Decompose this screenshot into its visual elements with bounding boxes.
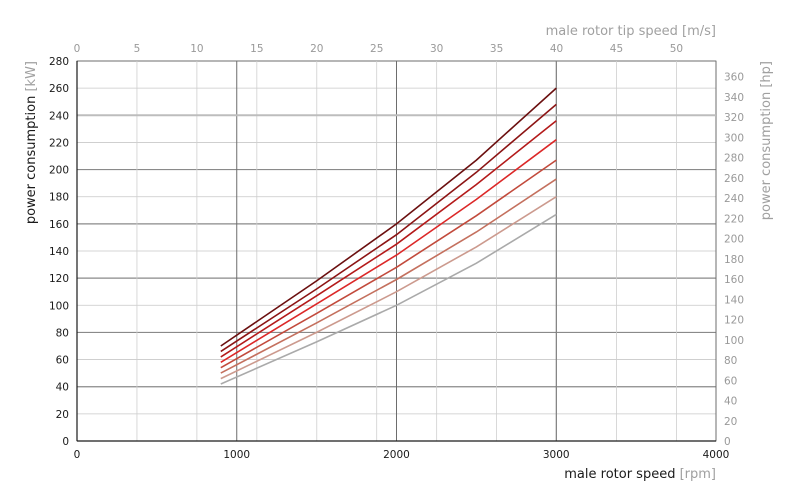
top-axis-title: male rotor tip speed [m/s] xyxy=(546,24,716,39)
y-tick-label: 0 xyxy=(62,436,69,448)
y2-tick-label: 320 xyxy=(724,112,744,124)
y-tick-label: 260 xyxy=(49,83,69,95)
series-line-6 xyxy=(220,178,557,374)
y2-tick-label: 180 xyxy=(724,254,744,266)
y2-tick-label: 40 xyxy=(724,396,737,408)
grid xyxy=(76,60,717,442)
x-tick-label: 4000 xyxy=(703,449,730,461)
bottom-axis-label: male rotor speed xyxy=(564,467,675,482)
y2-tick-label: 260 xyxy=(724,173,744,185)
x2-tick-label: 5 xyxy=(134,43,141,55)
y2-tick-label: 200 xyxy=(724,234,744,246)
x-tick-label: 2000 xyxy=(383,449,410,461)
y-tick-label: 180 xyxy=(49,192,69,204)
y-tick-label: 220 xyxy=(49,137,69,149)
y-tick-label: 60 xyxy=(56,355,69,367)
y-tick-label: 20 xyxy=(56,409,69,421)
right-axis-label: power consumption xyxy=(759,92,774,220)
y-tick-label: 140 xyxy=(49,246,69,258)
y2-tick-label: 160 xyxy=(724,274,744,286)
series-line-4 xyxy=(220,139,557,363)
right-axis-unit: [hp] xyxy=(759,61,774,88)
y-tick-label: 40 xyxy=(56,382,69,394)
axes xyxy=(76,61,716,442)
y2-tick-label: 300 xyxy=(724,132,744,144)
x2-tick-label: 25 xyxy=(370,43,383,55)
right-axis-title: power consumption [hp] xyxy=(759,61,774,220)
series-line-1 xyxy=(220,87,557,347)
series-line-7 xyxy=(220,196,557,380)
left-axis-unit: [kW] xyxy=(24,61,39,92)
series-lines xyxy=(220,87,557,385)
y2-tick-label: 240 xyxy=(724,193,744,205)
x2-tick-label: 35 xyxy=(490,43,503,55)
bottom-axis-unit: [rpm] xyxy=(680,467,716,482)
series-line-3 xyxy=(220,120,557,358)
x2-tick-label: 30 xyxy=(430,43,443,55)
x2-tick-label: 50 xyxy=(670,43,683,55)
left-axis-label: power consumption xyxy=(24,96,39,224)
y2-tick-label: 340 xyxy=(724,92,744,104)
y2-tick-label: 80 xyxy=(724,355,737,367)
y2-tick-label: 140 xyxy=(724,294,744,306)
x-tick-label: 0 xyxy=(74,449,81,461)
y2-tick-label: 280 xyxy=(724,153,744,165)
x-tick-label: 3000 xyxy=(543,449,570,461)
x2-tick-label: 15 xyxy=(250,43,263,55)
x2-tick-label: 45 xyxy=(610,43,623,55)
series-line-8 xyxy=(220,213,557,385)
y-tick-label: 240 xyxy=(49,110,69,122)
y-tick-label: 160 xyxy=(49,219,69,231)
y-tick-label: 280 xyxy=(49,56,69,68)
y2-tick-label: 120 xyxy=(724,315,744,327)
y-tick-label: 80 xyxy=(56,327,69,339)
x2-tick-label: 40 xyxy=(550,43,563,55)
top-axis-unit: [m/s] xyxy=(682,24,716,39)
bottom-axis-title: male rotor speed [rpm] xyxy=(564,467,716,482)
y-tick-label: 200 xyxy=(49,165,69,177)
y-tick-label: 100 xyxy=(49,300,69,312)
series-line-5 xyxy=(220,159,557,369)
y-tick-label: 120 xyxy=(49,273,69,285)
y2-tick-label: 360 xyxy=(724,72,744,84)
y2-tick-label: 220 xyxy=(724,213,744,225)
x2-tick-label: 10 xyxy=(190,43,203,55)
y2-tick-label: 60 xyxy=(724,375,737,387)
x2-tick-label: 0 xyxy=(74,43,81,55)
left-axis-title: power consumption [kW] xyxy=(24,61,39,224)
y2-tick-label: 20 xyxy=(724,416,737,428)
x2-tick-label: 20 xyxy=(310,43,323,55)
x-tick-label: 1000 xyxy=(223,449,250,461)
y2-tick-label: 100 xyxy=(724,335,744,347)
series-line-2 xyxy=(220,103,557,353)
y2-tick-label: 0 xyxy=(724,436,731,448)
top-axis-label: male rotor tip speed xyxy=(546,24,678,39)
